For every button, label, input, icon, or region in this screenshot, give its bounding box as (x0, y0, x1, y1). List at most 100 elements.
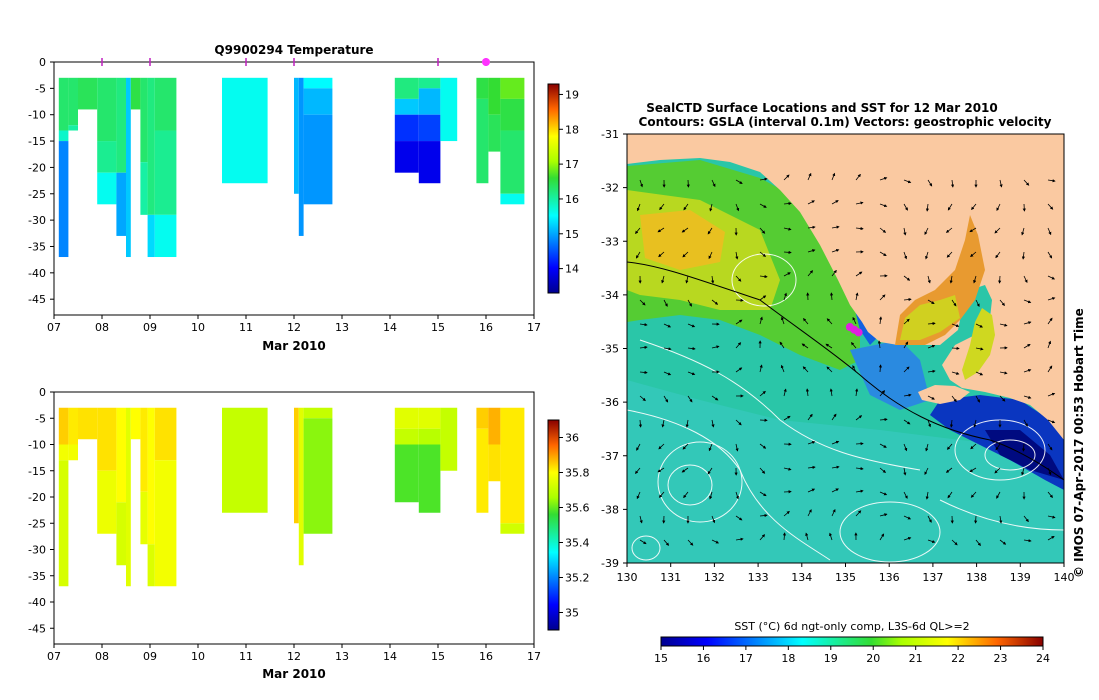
y-tick-label: -45 (28, 293, 46, 306)
profile-cell (222, 407, 268, 513)
velocity-arrow (807, 200, 815, 205)
x-tick-label: 10 (191, 650, 205, 663)
profile-cell (500, 77, 525, 99)
velocity-arrow (970, 251, 977, 258)
y-tick-label: -20 (28, 491, 46, 504)
temperature-x-label: Mar 2010 (262, 339, 326, 353)
velocity-arrow (951, 395, 957, 403)
velocity-arrow (639, 370, 648, 375)
velocity-arrow (927, 321, 936, 326)
velocity-arrow (639, 179, 643, 188)
profile-cell (97, 407, 117, 471)
lon-tick-label: 138 (966, 571, 987, 584)
velocity-arrow (802, 318, 809, 325)
velocity-arrow (783, 174, 790, 181)
sst-colorbar-label: SST (°C) 6d ngt-only comp, L3S-6d QL>=2 (734, 620, 969, 633)
lon-tick-label: 137 (922, 571, 943, 584)
sst-colorbar-tick-label: 21 (909, 652, 923, 665)
velocity-arrow (663, 539, 670, 546)
velocity-arrow (925, 203, 930, 212)
velocity-arrow (685, 275, 689, 284)
profile-cell (147, 407, 155, 545)
velocity-arrow (927, 539, 936, 543)
profile-cell (418, 444, 441, 513)
velocity-arrow (1047, 203, 1054, 210)
velocity-arrow (1021, 467, 1025, 476)
velocity-arrow (783, 201, 792, 206)
profile-cell (418, 114, 441, 142)
velocity-arrow (949, 419, 954, 428)
profile-cell (294, 77, 299, 194)
x-tick-label: 08 (95, 650, 109, 663)
velocity-arrow (681, 227, 689, 233)
velocity-arrow (759, 534, 766, 541)
x-tick-label: 15 (431, 650, 445, 663)
velocity-arrow (1023, 539, 1032, 543)
velocity-arrow (759, 203, 767, 208)
profile-cell (418, 428, 441, 445)
velocity-arrow (711, 275, 715, 284)
velocity-arrow (1047, 515, 1056, 519)
velocity-arrow (950, 179, 955, 188)
y-tick-label: -15 (28, 465, 46, 478)
velocity-arrow (831, 465, 840, 469)
profile-cell (394, 77, 419, 99)
velocity-arrow (927, 419, 932, 428)
velocity-arrow (996, 203, 1001, 211)
profile-cell (58, 130, 69, 142)
velocity-arrow (735, 319, 743, 325)
colorbar-tick-label: 18 (565, 123, 579, 136)
velocity-arrow (999, 323, 1008, 327)
temperature-x-axis: 07 08 09 10 11 12 13 14 15 16 17 (47, 315, 541, 334)
sst-colorbar-tick-label: 16 (696, 652, 710, 665)
velocity-arrow (735, 367, 743, 373)
profile-cell (303, 418, 333, 534)
y-tick-label: -5 (35, 412, 46, 425)
velocity-arrow (903, 467, 907, 476)
velocity-arrow (1023, 369, 1032, 373)
y-tick-label: -30 (28, 544, 46, 557)
velocity-arrow (970, 443, 977, 450)
velocity-arrow (658, 251, 665, 258)
velocity-arrow (999, 179, 1003, 188)
velocity-arrow (709, 491, 713, 500)
velocity-arrow (831, 225, 840, 229)
velocity-arrow (924, 227, 929, 236)
velocity-arrow (708, 443, 713, 452)
profile-cell (68, 444, 78, 461)
x-tick-label: 08 (95, 321, 109, 334)
colorbar-tick-label: 36 (565, 432, 579, 445)
velocity-arrow (759, 467, 766, 474)
velocity-arrow (999, 539, 1007, 545)
x-tick-label: 12 (287, 650, 301, 663)
sst-colorbar-tick-label: 15 (654, 652, 668, 665)
velocity-arrow (831, 488, 839, 493)
velocity-arrow (999, 371, 1008, 375)
velocity-arrow (1023, 343, 1031, 349)
velocity-arrow (1021, 251, 1026, 260)
y-tick-label: 0 (39, 386, 46, 399)
y-tick-label: 0 (39, 56, 46, 69)
velocity-arrow (1047, 491, 1053, 499)
velocity-arrow (903, 443, 908, 452)
colorbar-tick-label: 35.2 (565, 572, 590, 585)
velocity-arrow (685, 419, 689, 428)
velocity-arrow (855, 173, 861, 181)
velocity-arrow (925, 443, 929, 452)
velocity-arrow (707, 467, 713, 475)
x-tick-label: 17 (527, 650, 541, 663)
x-tick-label: 12 (287, 321, 301, 334)
shelf-break (627, 261, 1064, 481)
seal-locations (845, 323, 863, 337)
velocity-arrow (639, 345, 648, 350)
velocity-arrow (903, 179, 912, 184)
velocity-arrow (1023, 395, 1032, 399)
y-tick-label: -35 (28, 240, 46, 253)
velocity-arrow (781, 316, 785, 325)
velocity-arrow (850, 342, 857, 349)
velocity-arrow (927, 515, 932, 523)
velocity-arrow (951, 371, 960, 375)
lat-tick-label: -39 (601, 557, 619, 570)
velocity-arrow (658, 443, 665, 450)
velocity-arrow (735, 203, 740, 212)
